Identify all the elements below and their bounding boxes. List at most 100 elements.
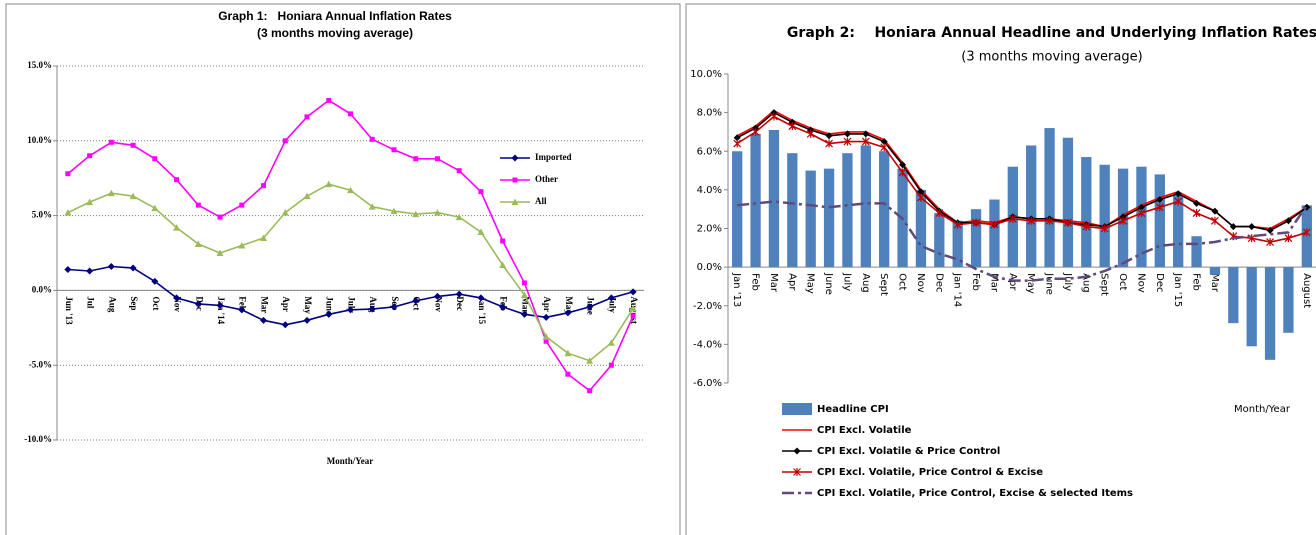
x-tick-label: Aug	[860, 273, 871, 293]
marker	[1302, 228, 1311, 237]
marker	[972, 218, 980, 227]
x-tick-label: Jan '14	[216, 296, 226, 324]
bar	[1209, 267, 1221, 275]
bar	[750, 133, 761, 268]
marker	[390, 207, 398, 215]
marker	[843, 130, 851, 138]
series-line	[736, 115, 1308, 243]
marker	[499, 303, 507, 311]
marker	[1082, 222, 1091, 231]
marker	[1137, 209, 1146, 218]
y-tick-label: -6.0%	[693, 378, 722, 389]
marker	[261, 183, 267, 189]
marker	[733, 139, 742, 148]
series-line	[737, 200, 1308, 282]
marker	[1211, 207, 1219, 215]
marker	[304, 114, 310, 120]
x-tick-label: Apr	[786, 273, 797, 291]
x-tick-label: Oct	[1117, 273, 1128, 290]
marker	[1174, 197, 1183, 206]
bar	[1264, 267, 1276, 360]
legend-label: CPI Excl. Volatile, Price Control & Exci…	[817, 467, 1043, 478]
x-tick-label: May	[564, 296, 574, 314]
x-tick-label: Mar	[259, 296, 269, 313]
marker	[455, 213, 463, 221]
x-tick-label: May	[805, 273, 816, 294]
marker	[152, 156, 158, 162]
y-tick-label: 0.0%	[32, 284, 52, 294]
marker	[629, 288, 637, 296]
marker	[348, 111, 353, 117]
x-tick-label: Apr	[1007, 273, 1018, 291]
marker	[512, 177, 518, 183]
x-tick-label: Dec	[1154, 273, 1165, 292]
marker	[281, 209, 289, 216]
marker	[990, 220, 999, 229]
bar	[805, 170, 816, 268]
marker	[1284, 234, 1293, 243]
marker	[1100, 224, 1109, 233]
legend-label: Other	[535, 174, 558, 184]
legend-label: CPI Excl. Volatile	[817, 425, 912, 436]
marker	[455, 290, 463, 298]
x-tick-label: Dec	[933, 273, 944, 292]
x-axis-label: Month/Year	[327, 456, 374, 466]
x-tick-label: Mar	[520, 296, 530, 313]
marker	[477, 228, 485, 236]
chart-title: Graph 1: Honiara Annual Inflation Rates	[218, 9, 452, 23]
marker	[412, 210, 420, 218]
marker	[260, 316, 268, 324]
x-tick-label: July	[607, 296, 617, 313]
marker	[326, 97, 332, 103]
bar	[1246, 267, 1257, 347]
x-tick-label: Nov	[915, 273, 926, 293]
y-tick-label: 0.0%	[697, 262, 722, 273]
marker	[107, 189, 115, 197]
x-tick-label: Dec	[455, 296, 465, 311]
marker	[303, 316, 311, 324]
x-tick-label: Apr	[542, 296, 552, 312]
marker	[629, 304, 637, 312]
marker	[433, 209, 441, 216]
marker	[586, 357, 594, 364]
marker	[607, 294, 615, 302]
marker	[880, 143, 889, 152]
marker	[194, 300, 202, 308]
marker	[825, 132, 833, 140]
bar	[934, 213, 945, 268]
bar	[1154, 174, 1165, 268]
bar	[860, 145, 871, 268]
x-tick-label: Apr	[281, 296, 291, 312]
marker	[1155, 203, 1164, 212]
marker	[899, 161, 907, 169]
marker	[1211, 216, 1219, 225]
y-tick-label: 10.0%	[27, 135, 52, 145]
x-tick-label: July	[346, 296, 356, 313]
x-tick-label: Jan '15	[477, 296, 487, 324]
x-tick-label: June	[823, 272, 834, 295]
bar	[842, 153, 853, 268]
marker	[282, 138, 288, 144]
y-tick-label: 4.0%	[697, 185, 722, 196]
x-tick-label: Jan '15	[1172, 272, 1183, 307]
x-tick-label: Feb	[970, 273, 981, 291]
bar	[915, 189, 927, 268]
marker	[499, 261, 507, 268]
x-tick-label: Aug	[1080, 273, 1091, 293]
x-tick-label: Sep	[390, 296, 400, 310]
panel-border	[5, 3, 681, 535]
marker	[65, 171, 71, 177]
marker	[521, 280, 527, 286]
bar	[1044, 128, 1055, 268]
marker	[733, 134, 741, 142]
marker	[825, 139, 833, 148]
marker	[64, 209, 72, 216]
bar	[970, 209, 982, 268]
marker	[1284, 217, 1292, 225]
marker	[542, 333, 550, 340]
marker	[511, 154, 519, 162]
marker	[898, 168, 907, 177]
marker	[107, 262, 115, 270]
marker	[564, 309, 572, 317]
legend-label: CPI Excl. Volatile & Price Control	[817, 446, 1000, 457]
